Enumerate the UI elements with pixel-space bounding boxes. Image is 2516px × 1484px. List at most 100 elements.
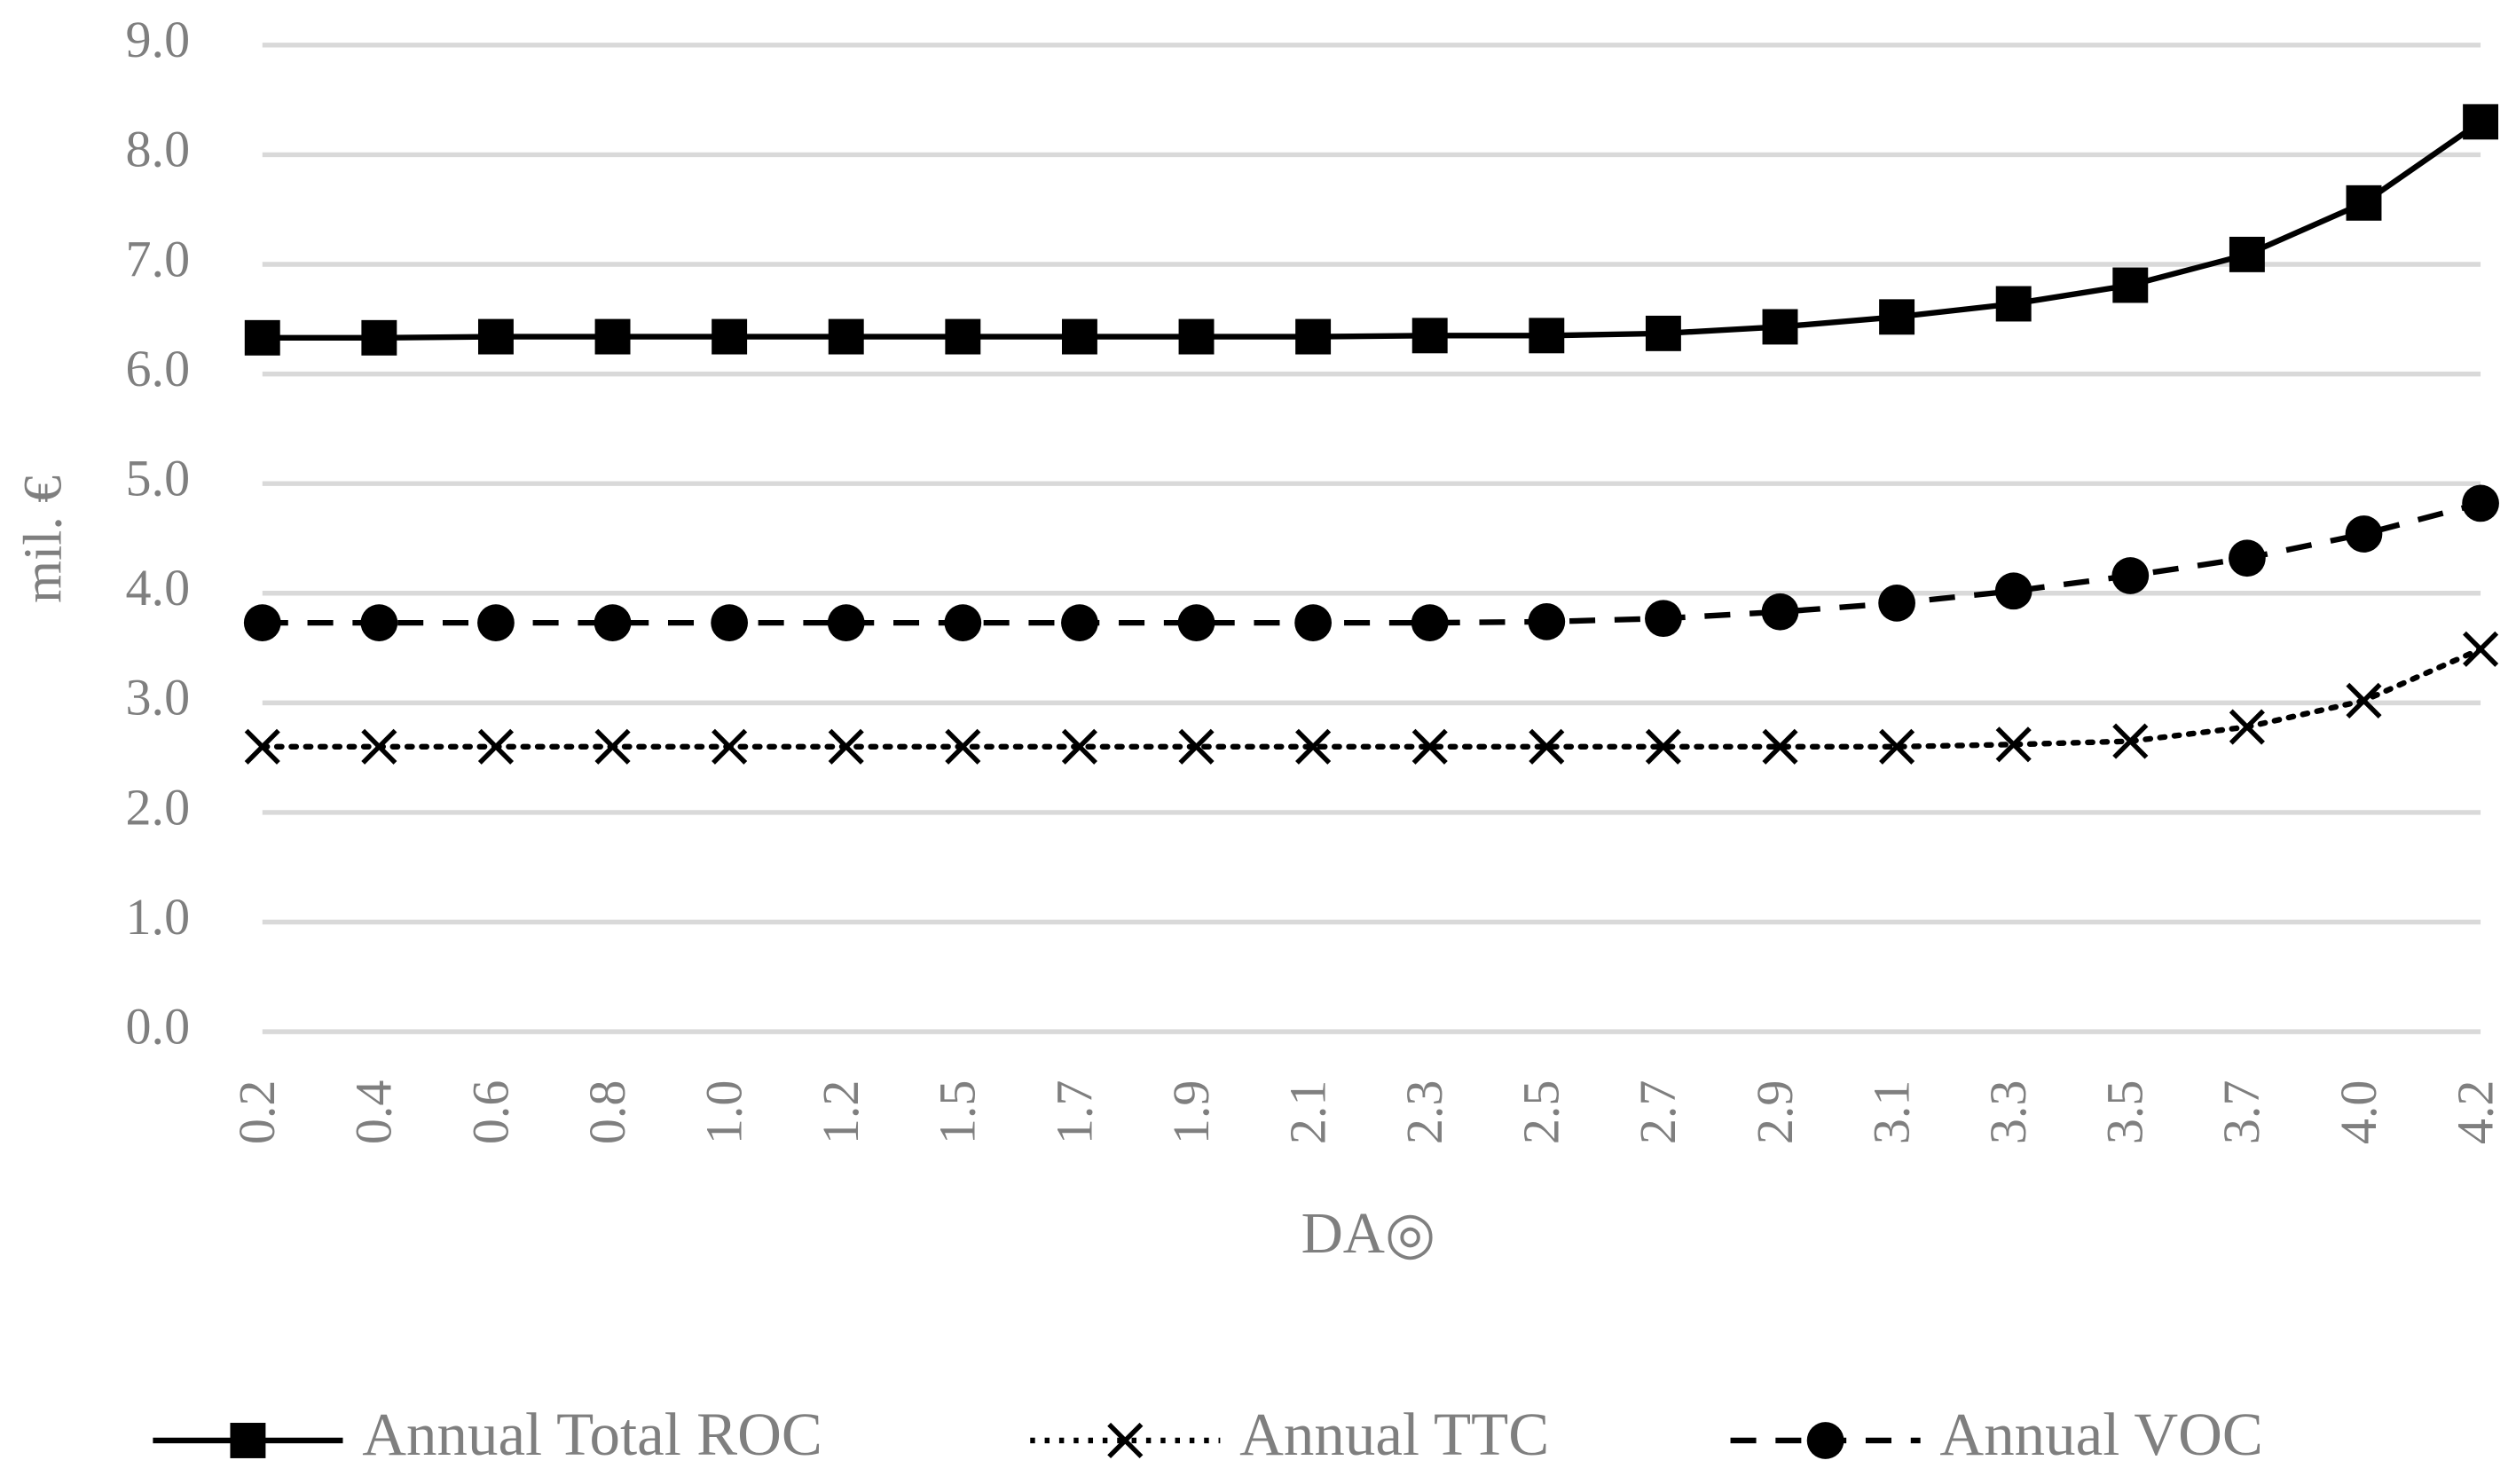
legend-label: Annual Total ROC <box>362 1401 822 1468</box>
marker <box>2346 682 2382 718</box>
y-tick-label: 6.0 <box>126 340 191 397</box>
y-tick-label: 1.0 <box>126 888 191 946</box>
marker <box>1878 585 1915 622</box>
x-tick-label: 0.6 <box>461 1080 519 1145</box>
marker <box>2229 539 2266 577</box>
marker <box>1411 604 1449 641</box>
marker <box>1178 728 1215 765</box>
marker <box>1061 318 1097 355</box>
marker <box>2229 709 2265 745</box>
marker <box>2111 557 2150 594</box>
marker <box>2463 104 2499 140</box>
legend-marker <box>1107 1422 1144 1459</box>
x-tick-label: 2.3 <box>1396 1080 1453 1145</box>
x-tick-label: 3.7 <box>2213 1080 2270 1145</box>
y-tick-label: 2.0 <box>126 778 191 836</box>
legend-marker <box>1806 1422 1844 1459</box>
legend-marker <box>230 1423 266 1458</box>
marker <box>1061 604 1098 641</box>
x-axis-title: DA◎ <box>1301 1202 1435 1266</box>
y-tick-label: 8.0 <box>126 121 191 178</box>
marker <box>1645 315 1681 351</box>
marker <box>361 319 397 356</box>
marker <box>1177 604 1215 641</box>
x-tick-label: 2.7 <box>1629 1080 1687 1145</box>
marker <box>2346 185 2382 221</box>
marker <box>2345 515 2383 553</box>
x-tick-label: 1.9 <box>1162 1080 1220 1145</box>
marker <box>2462 484 2499 522</box>
x-tick-label: 4.0 <box>2330 1080 2387 1145</box>
marker <box>711 604 749 641</box>
marker <box>1995 286 2032 322</box>
x-tick-label: 3.3 <box>1979 1080 2037 1145</box>
marker <box>2112 723 2149 759</box>
y-tick-label: 7.0 <box>126 230 191 287</box>
x-tick-label: 1.0 <box>695 1080 752 1145</box>
marker <box>827 604 865 641</box>
marker <box>1294 604 1332 641</box>
series-line <box>262 119 2482 341</box>
y-tick-label: 3.0 <box>126 669 191 726</box>
y-tick-label: 9.0 <box>126 11 191 68</box>
marker <box>945 728 981 765</box>
marker <box>1529 728 1565 765</box>
x-tick-label: 0.8 <box>578 1080 636 1145</box>
marker <box>2463 631 2499 667</box>
x-tick-label: 2.5 <box>1513 1080 1570 1145</box>
marker <box>944 604 982 641</box>
marker <box>244 319 280 356</box>
marker <box>1178 318 1215 355</box>
marker <box>594 728 631 765</box>
marker <box>594 604 632 641</box>
x-tick-label: 0.4 <box>345 1080 403 1145</box>
marker <box>1994 572 2032 610</box>
series-line <box>259 646 2484 750</box>
marker <box>712 318 748 355</box>
marker <box>2229 236 2265 272</box>
marker <box>1762 309 1798 345</box>
y-tick-label: 5.0 <box>126 450 191 507</box>
marker <box>945 318 981 355</box>
y-tick-label: 0.0 <box>126 997 191 1055</box>
x-tick-label: 1.7 <box>1045 1080 1103 1145</box>
y-tick-label: 4.0 <box>126 559 191 616</box>
series-line <box>262 500 2481 626</box>
marker <box>1295 728 1332 765</box>
x-tick-label: 4.2 <box>2446 1080 2504 1145</box>
marker <box>1645 600 1682 638</box>
marker <box>1411 318 1448 354</box>
x-tick-label: 1.5 <box>929 1080 987 1145</box>
marker <box>1528 603 1566 640</box>
marker <box>477 728 515 765</box>
marker <box>1645 728 1681 765</box>
x-tick-label: 2.9 <box>1746 1080 1804 1145</box>
marker <box>2112 267 2149 303</box>
x-tick-label: 3.5 <box>2096 1080 2154 1145</box>
marker <box>244 728 280 765</box>
legend-label: Annual VOC <box>1939 1401 2262 1468</box>
marker <box>1529 318 1565 354</box>
marker <box>828 728 864 765</box>
marker <box>712 728 748 765</box>
legend-label: Annual TTC <box>1239 1401 1549 1468</box>
marker <box>361 728 397 765</box>
marker <box>1879 299 1915 335</box>
marker <box>1295 318 1332 355</box>
marker <box>1061 728 1097 765</box>
marker <box>477 318 514 355</box>
marker <box>1761 593 1799 631</box>
marker <box>1879 728 1915 765</box>
marker <box>1995 726 2032 763</box>
x-tick-label: 3.1 <box>1862 1080 1920 1145</box>
marker <box>828 318 864 355</box>
marker <box>243 604 281 641</box>
marker <box>360 604 398 641</box>
marker <box>1411 728 1448 765</box>
marker <box>594 318 631 355</box>
x-tick-label: 2.1 <box>1278 1080 1336 1145</box>
marker <box>477 604 515 641</box>
y-axis-title: mil. € <box>13 475 74 603</box>
